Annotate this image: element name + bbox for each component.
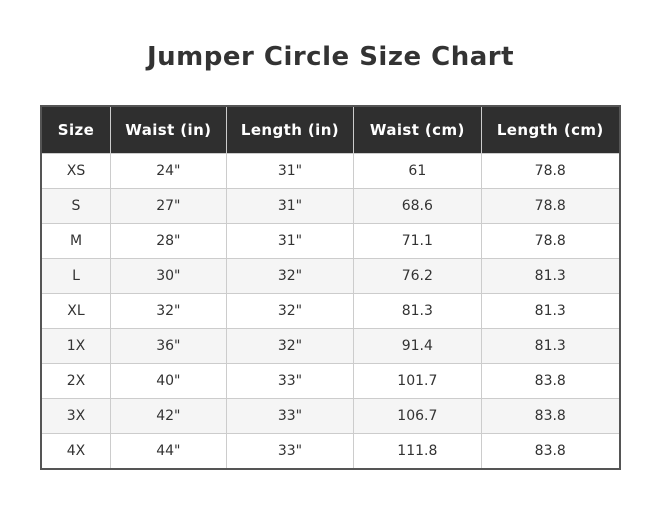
table-row: 2X 40" 33" 101.7 83.8 <box>40 363 621 399</box>
column-header: Length (in) <box>225 105 355 154</box>
header-row: Size Waist (in) Length (in) Waist (cm) Lengt… <box>40 105 621 154</box>
table-cell: 33" <box>225 433 355 470</box>
table-cell: 76.2 <box>353 258 482 294</box>
table-cell: 4X <box>40 433 111 470</box>
table-cell: 36" <box>109 328 227 364</box>
table-header: Size Waist (in) Length (in) Waist (cm) Lengt… <box>40 105 621 154</box>
column-header: Size <box>40 105 111 154</box>
table-cell: 27" <box>109 188 227 224</box>
table-cell: 33" <box>225 398 355 434</box>
table-row: M 28" 31" 71.1 78.8 <box>40 223 621 259</box>
table-cell: 44" <box>109 433 227 470</box>
table-cell: 83.8 <box>480 433 621 470</box>
table-cell: 24" <box>109 153 227 189</box>
table-cell: 31" <box>225 188 355 224</box>
table-row: 3X 42" 33" 106.7 83.8 <box>40 398 621 434</box>
table-row: XS 24" 31" 61 78.8 <box>40 153 621 189</box>
table-cell: L <box>40 258 111 294</box>
table-cell: 101.7 <box>353 363 482 399</box>
table-cell: 81.3 <box>353 293 482 329</box>
table-cell: 78.8 <box>480 153 621 189</box>
table-cell: 32" <box>225 258 355 294</box>
table-cell: 40" <box>109 363 227 399</box>
table-row: 4X 44" 33" 111.8 83.8 <box>40 433 621 470</box>
table-cell: 30" <box>109 258 227 294</box>
table-cell: 32" <box>225 293 355 329</box>
table-cell: 111.8 <box>353 433 482 470</box>
table-cell: 28" <box>109 223 227 259</box>
table-cell: 83.8 <box>480 363 621 399</box>
table-row: XL 32" 32" 81.3 81.3 <box>40 293 621 329</box>
table-cell: 71.1 <box>353 223 482 259</box>
table-cell: XS <box>40 153 111 189</box>
table-cell: 91.4 <box>353 328 482 364</box>
table-cell: 32" <box>225 328 355 364</box>
table-cell: 3X <box>40 398 111 434</box>
table-cell: 61 <box>353 153 482 189</box>
table-cell: 68.6 <box>353 188 482 224</box>
page-title: Jumper Circle Size Chart <box>146 42 515 72</box>
table-row: S 27" 31" 68.6 78.8 <box>40 188 621 224</box>
table-row: L 30" 32" 76.2 81.3 <box>40 258 621 294</box>
table-cell: XL <box>40 293 111 329</box>
table-cell: 83.8 <box>480 398 621 434</box>
table-cell: M <box>40 223 111 259</box>
table-cell: 78.8 <box>480 188 621 224</box>
table-cell: 106.7 <box>353 398 482 434</box>
table-cell: 32" <box>109 293 227 329</box>
table-cell: 33" <box>225 363 355 399</box>
table-cell: S <box>40 188 111 224</box>
table-cell: 81.3 <box>480 258 621 294</box>
table-cell: 78.8 <box>480 223 621 259</box>
table-cell: 31" <box>225 223 355 259</box>
table-cell: 1X <box>40 328 111 364</box>
column-header: Waist (cm) <box>353 105 482 154</box>
size-chart-table: Size Waist (in) Length (in) Waist (cm) Lengt… <box>40 105 621 470</box>
table-cell: 81.3 <box>480 293 621 329</box>
table-body: XS 24" 31" 61 78.8 S 27" 31" 68.6 78.8 M 28" 31" 71.1… <box>40 153 621 470</box>
table-cell: 2X <box>40 363 111 399</box>
table-cell: 81.3 <box>480 328 621 364</box>
column-header: Waist (in) <box>109 105 227 154</box>
column-header: Length (cm) <box>480 105 621 154</box>
table-row: 1X 36" 32" 91.4 81.3 <box>40 328 621 364</box>
table-cell: 31" <box>225 153 355 189</box>
table-cell: 42" <box>109 398 227 434</box>
